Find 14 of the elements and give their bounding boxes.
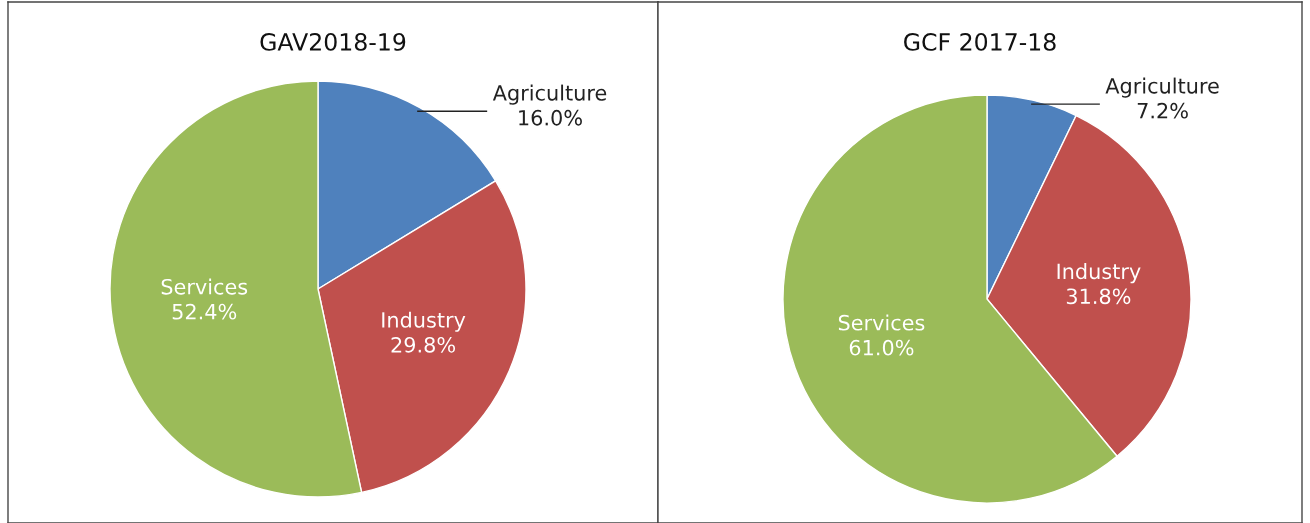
slice-label: Services — [838, 314, 925, 331]
data-label: 16.0% — [519, 109, 582, 126]
chart-title: GAV2018-19 — [260, 32, 406, 51]
slice-label: Agriculture — [1105, 77, 1219, 98]
chart-title: GCF 2017-18 — [904, 32, 1056, 51]
slice-label: Services — [161, 278, 248, 295]
slice-label: Industry — [382, 311, 466, 332]
data-label: 61.0% — [849, 339, 914, 356]
slice-label: Industry — [1057, 263, 1141, 284]
data-label: 7.2% — [1137, 102, 1188, 119]
data-label: 29.8% — [391, 336, 456, 353]
data-label: 31.8% — [1066, 288, 1131, 305]
data-label: 52.4% — [172, 303, 237, 320]
slice-label: Agriculture — [492, 84, 607, 105]
